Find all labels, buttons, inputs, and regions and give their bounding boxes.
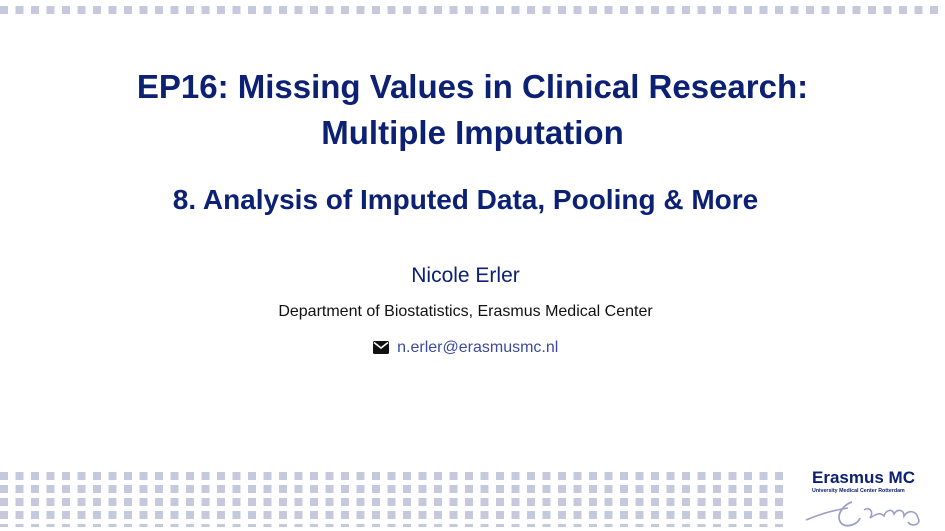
envelope-icon: [372, 340, 389, 360]
logo-tagline: University Medical Center Rotterdam: [812, 488, 905, 494]
affiliation: Department of Biostatistics, Erasmus Med…: [278, 303, 653, 320]
bottom-dotted-pattern: [0, 472, 785, 527]
title-line-2: Multiple Imputation: [321, 114, 624, 151]
email-row: n.erler@erasmusmc.nl: [0, 338, 931, 360]
slide-title: EP16: Missing Values in Clinical Researc…: [0, 64, 945, 156]
top-dotted-border: [0, 6, 945, 14]
title-line-1: EP16: Missing Values in Clinical Researc…: [136, 68, 809, 105]
logo-name: Erasmus MC: [812, 468, 915, 487]
author-name: Nicole Erler: [411, 264, 520, 287]
signature-icon: [805, 501, 920, 527]
slide-subtitle: 8. Analysis of Imputed Data, Pooling & M…: [172, 184, 759, 215]
erasmus-mc-logo: Erasmus MC University Medical Center Rot…: [800, 466, 940, 528]
email-link[interactable]: n.erler@erasmusmc.nl: [397, 339, 559, 356]
